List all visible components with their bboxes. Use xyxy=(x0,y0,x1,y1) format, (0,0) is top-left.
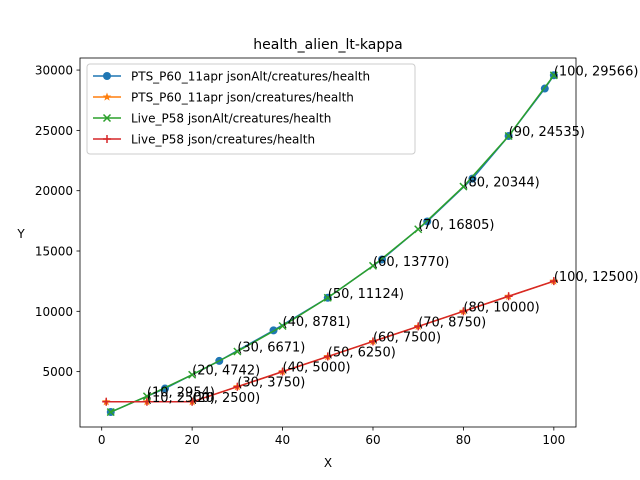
data-label: (10, 2954) xyxy=(147,385,215,400)
plot-frame xyxy=(79,57,577,428)
data-point xyxy=(549,71,558,80)
legend-box xyxy=(86,63,416,155)
x-axis-label: X xyxy=(324,456,332,470)
data-label: (40, 8781) xyxy=(283,315,351,330)
data-label: (50, 11124) xyxy=(328,287,404,302)
x-tick-label: 100 xyxy=(542,433,565,447)
legend-marker xyxy=(102,92,112,101)
data-label: (20, 2500) xyxy=(192,391,260,406)
x-tick-label: 20 xyxy=(184,433,199,447)
data-label: (40, 5000) xyxy=(283,361,351,376)
data-point xyxy=(504,131,513,141)
data-point xyxy=(233,347,242,356)
legend-entry: Live_P58 jsonAlt/creatures/health xyxy=(93,112,331,126)
data-point xyxy=(102,397,111,406)
data-point xyxy=(188,370,197,379)
x-tick-label: 40 xyxy=(275,433,290,447)
series-layer xyxy=(101,71,559,417)
series-3 xyxy=(102,277,558,406)
data-label: (30, 3750) xyxy=(237,376,305,391)
legend-marker xyxy=(102,113,112,123)
series-2 xyxy=(106,71,558,417)
legend-label: PTS_P60_11apr jsonAlt/creatures/health xyxy=(131,70,370,84)
legend-entry: Live_P58 json/creatures/health xyxy=(93,133,315,147)
x-tick-label: 80 xyxy=(456,433,471,447)
data-point xyxy=(468,174,477,183)
data-point xyxy=(549,277,558,286)
y-tick-label: 20000 xyxy=(35,184,73,198)
legend-marker xyxy=(103,72,111,80)
y-tick-label: 10000 xyxy=(35,305,73,319)
data-point xyxy=(142,392,151,401)
data-point xyxy=(188,397,197,406)
data-point xyxy=(504,292,513,301)
data-point xyxy=(278,321,287,331)
data-label: (70, 16805) xyxy=(418,218,494,233)
legend: PTS_P60_11apr jsonAlt/creatures/health PT… xyxy=(86,63,416,155)
data-point xyxy=(323,293,332,302)
y-tick-label: 30000 xyxy=(35,64,73,78)
legend-label: PTS_P60_11apr json/creatures/health xyxy=(131,91,354,105)
legend-label: Live_P58 jsonAlt/creatures/health xyxy=(131,112,331,126)
data-label: (30, 6671) xyxy=(237,340,305,355)
data-label: (80, 10000) xyxy=(463,300,539,315)
data-point xyxy=(414,322,423,331)
data-point xyxy=(106,408,115,417)
y-tick-label: 25000 xyxy=(35,124,73,138)
x-tick-label: 0 xyxy=(98,433,106,447)
data-label: (60, 13770) xyxy=(373,255,449,270)
x-tick-label: 60 xyxy=(365,433,380,447)
data-point xyxy=(368,261,378,270)
legend-marker xyxy=(103,135,111,143)
data-label: (60, 7500) xyxy=(373,330,441,345)
data-point xyxy=(414,225,423,234)
data-label: (50, 6250) xyxy=(328,346,396,361)
data-label: (100, 29566) xyxy=(554,64,639,79)
y-tick-label: 5000 xyxy=(42,365,73,379)
data-point xyxy=(368,337,377,346)
tick-layer: 0 20 40 60 80 100 5000 10000 15000 20000 25000 3000… xyxy=(35,64,565,447)
data-point xyxy=(278,367,287,376)
legend-entry: PTS_P60_11apr json/creatures/health xyxy=(93,91,354,105)
y-tick-label: 15000 xyxy=(35,245,73,259)
data-point xyxy=(323,352,332,361)
data-label: (80, 20344) xyxy=(463,176,539,191)
y-axis-label: Y xyxy=(16,227,25,241)
data-label: (20, 4742) xyxy=(192,364,260,379)
legend-entry: PTS_P60_11apr jsonAlt/creatures/health xyxy=(93,70,370,84)
data-point xyxy=(142,397,151,406)
data-label: (10, 2500) xyxy=(147,391,215,406)
data-label: (90, 24535) xyxy=(509,125,585,140)
legend-label: Live_P58 json/creatures/health xyxy=(131,133,315,147)
data-point xyxy=(459,307,468,316)
data-point xyxy=(459,182,468,191)
data-label: (100, 12500) xyxy=(554,270,639,285)
data-point xyxy=(233,382,242,391)
chart-title: health_alien_lt-kappa xyxy=(253,37,402,53)
annotation-layer: (10, 2954) (20, 4742) (30, 6671) (40, 8781)… xyxy=(147,64,639,405)
data-label: (70, 8750) xyxy=(418,315,486,330)
